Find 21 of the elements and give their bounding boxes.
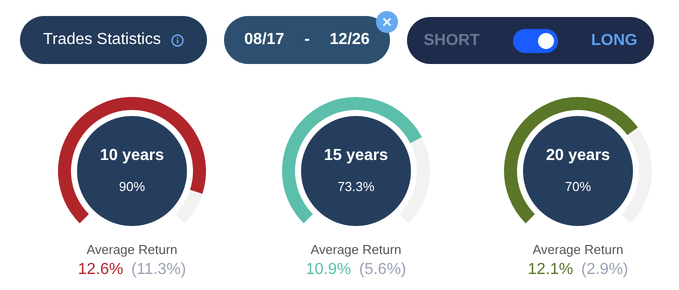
text: 08/17 [244, 31, 284, 49]
text: 12.6% [78, 261, 124, 278]
text: 73.3% [336, 179, 376, 194]
text: LONG [591, 32, 638, 50]
text: 90% [118, 179, 146, 194]
text: 70% [564, 179, 592, 194]
text: Average Return [86, 242, 178, 257]
text: Average Return [532, 242, 624, 257]
text: Average Return [310, 242, 402, 257]
text: 12/26 [330, 31, 370, 49]
text: (11.3%) [131, 261, 186, 278]
text: SHORT [424, 32, 480, 50]
text: 20 years [544, 147, 612, 165]
text: 15 years [322, 147, 390, 165]
text: Trades Statistics [43, 31, 161, 49]
text: 12.1% [528, 261, 574, 278]
text: 10.9% [306, 261, 352, 278]
text: 10 years [98, 147, 166, 165]
text: (5.6%) [359, 261, 406, 278]
text: (2.9%) [581, 261, 628, 278]
text: - [304, 31, 310, 49]
